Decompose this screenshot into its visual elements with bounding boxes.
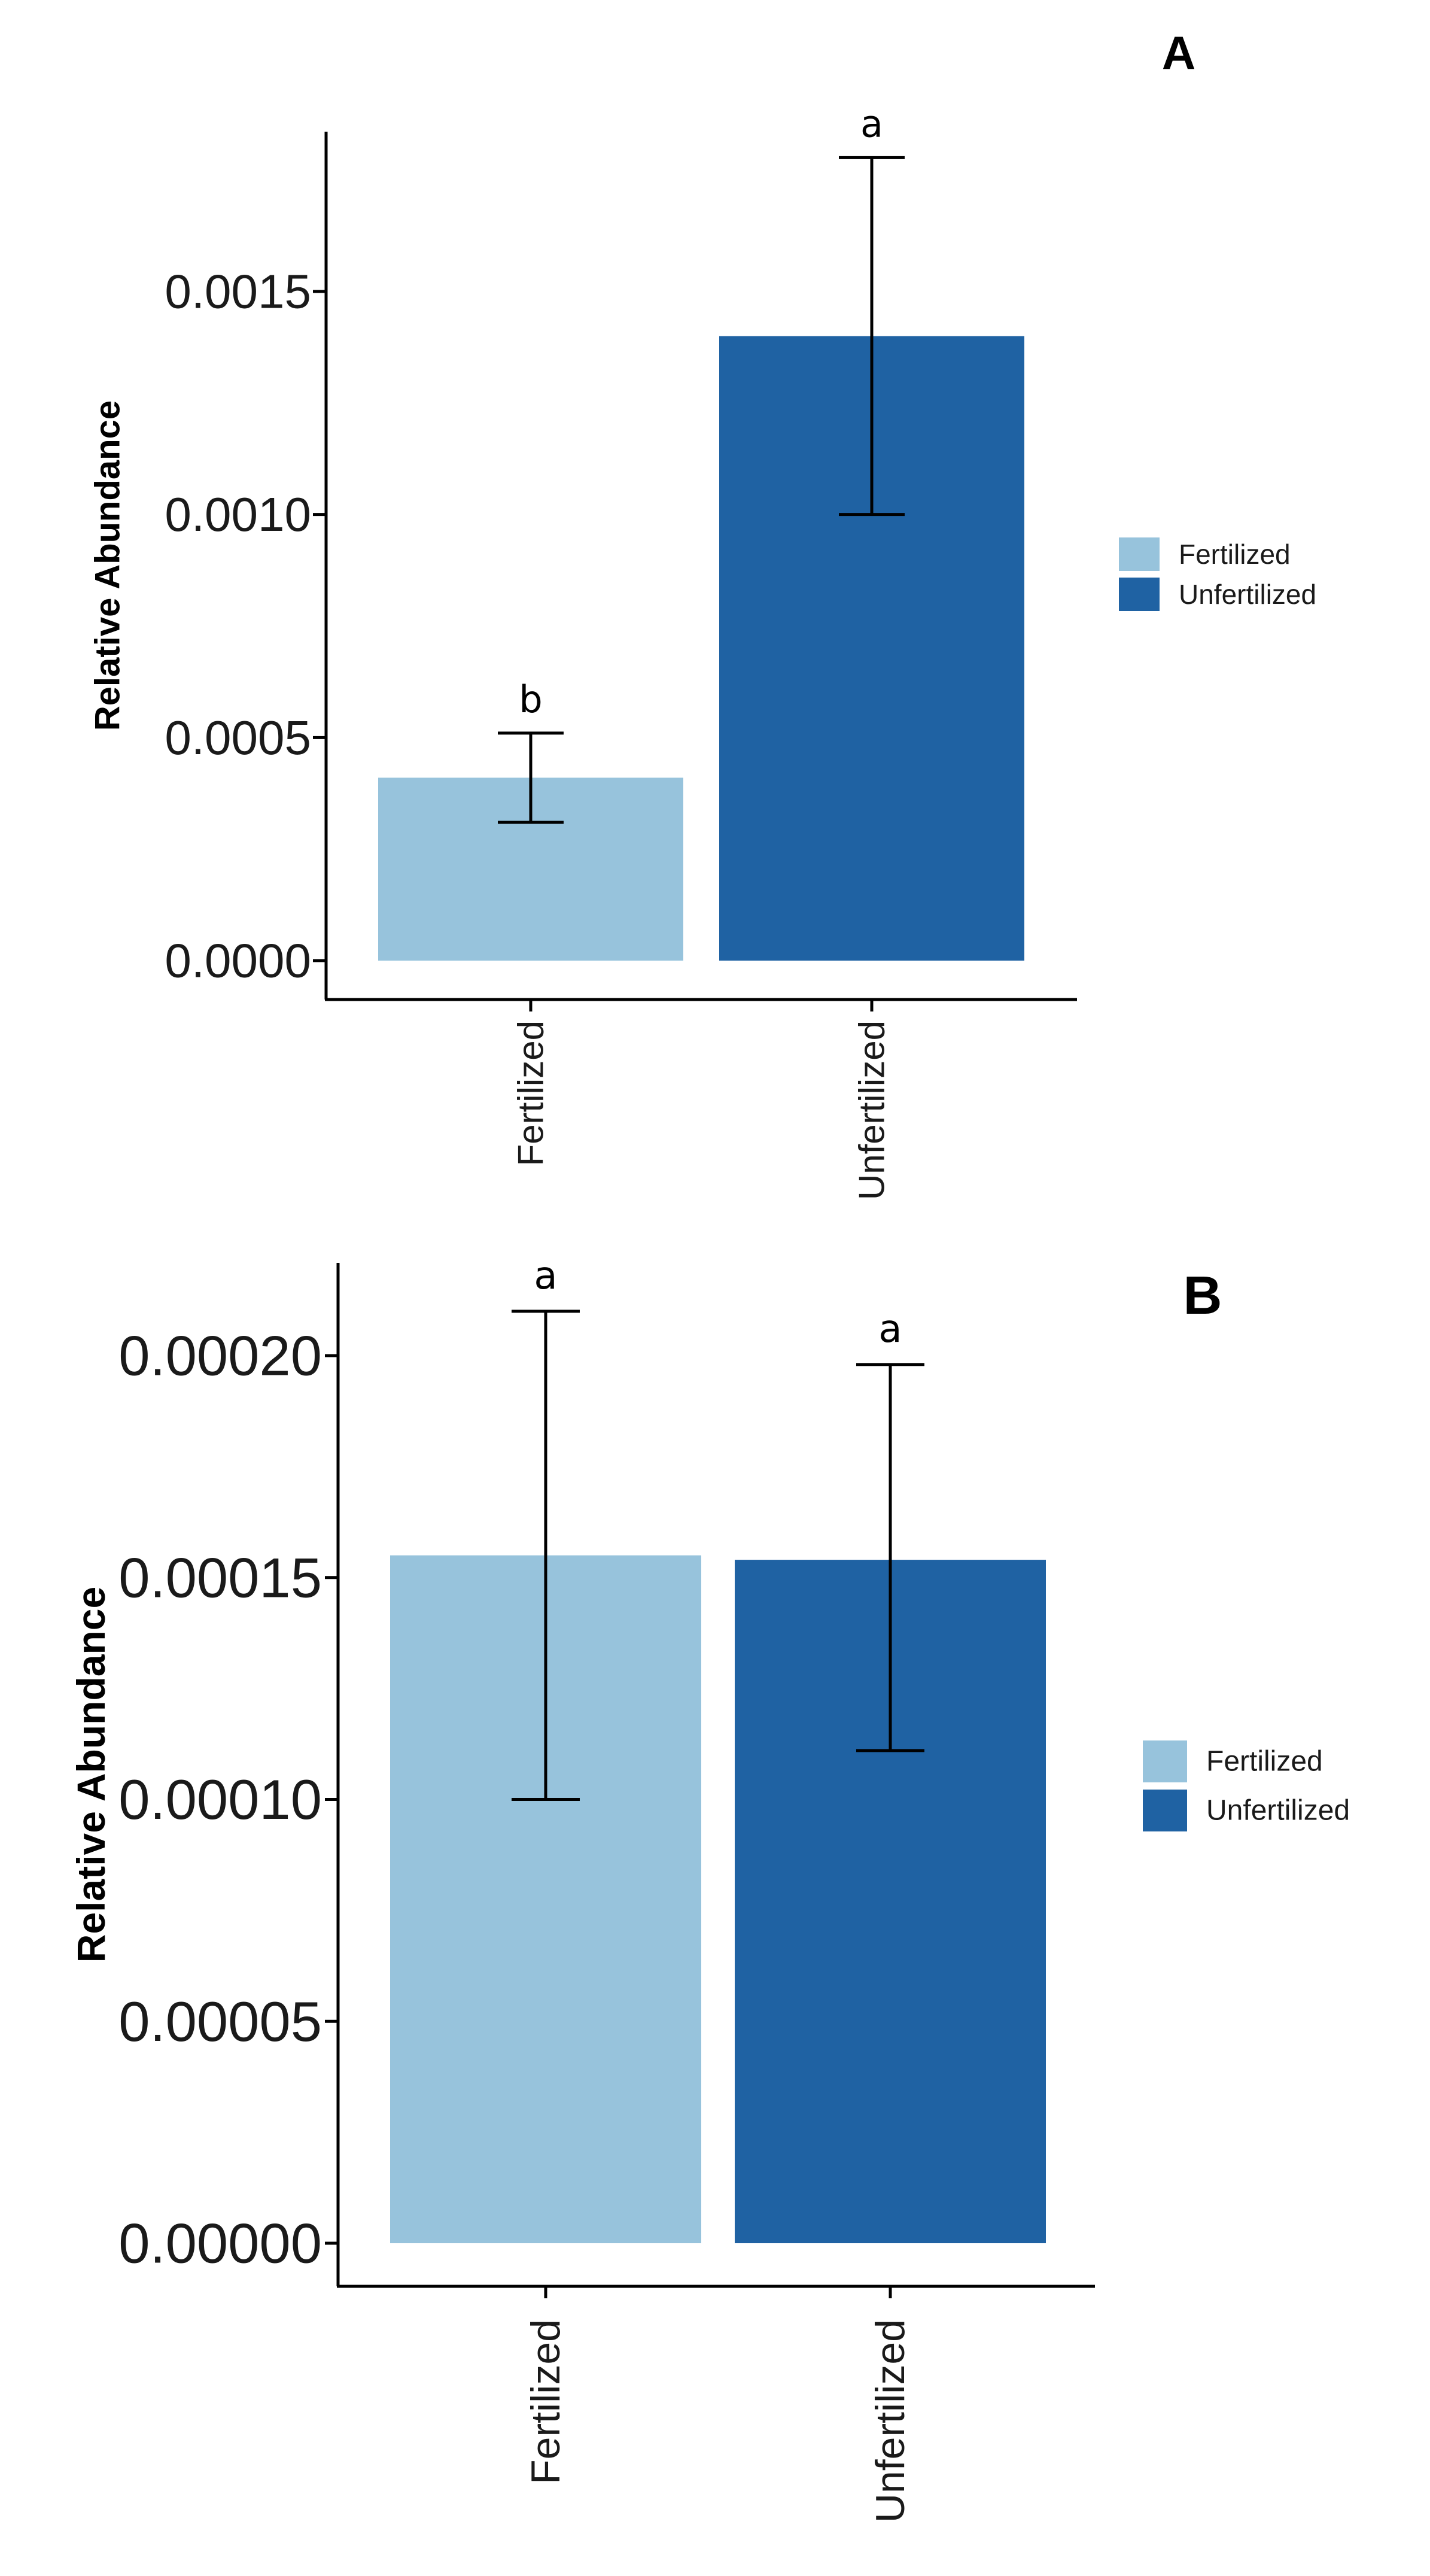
legend-label: Fertilized (1179, 539, 1291, 570)
y-tick-label: 0.00000 (118, 2212, 322, 2275)
y-axis-title: Relative Abundance (69, 1587, 113, 1963)
x-category-label: Unfertilized (868, 2319, 913, 2523)
y-axis-title: Relative Abundance (89, 400, 127, 731)
significance-letter: b (519, 678, 542, 721)
chart-panel-a: 0.0000 0.0005 0.0010 0.0015 Relative Abundan… (89, 26, 1317, 1200)
y-tick-label: 0.0010 (165, 488, 311, 541)
legend-swatch (1143, 1790, 1187, 1831)
x-category-label: Fertilized (523, 2319, 568, 2484)
y-tick-label: 0.00015 (118, 1546, 322, 1609)
y-tick-label: 0.0000 (165, 934, 311, 988)
y-tick-label: 0.0015 (165, 265, 311, 318)
y-tick-label: 0.00010 (118, 1768, 322, 1831)
panel-label-a: A (1162, 26, 1195, 79)
legend-label: Unfertilized (1206, 1795, 1350, 1827)
x-category-label: Unfertilized (852, 1020, 892, 1200)
significance-letter: a (860, 102, 883, 145)
chart-panel-b: 0.00000 0.00005 0.00010 0.00015 0.00020 Relat… (69, 1254, 1350, 2523)
significance-letter: a (878, 1307, 902, 1351)
legend-label: Unfertilized (1179, 579, 1316, 610)
legend-swatch (1143, 1740, 1187, 1782)
significance-letter: a (534, 1254, 557, 1298)
y-tick-label: 0.0005 (165, 711, 311, 764)
panel-label-b: B (1183, 1266, 1222, 1326)
x-category-label: Fertilized (511, 1020, 551, 1166)
y-tick-label: 0.00005 (118, 1990, 322, 2053)
legend-swatch (1119, 537, 1160, 571)
legend-label: Fertilized (1206, 1746, 1323, 1778)
legend-swatch (1119, 578, 1160, 611)
y-tick-label: 0.00020 (118, 1325, 322, 1387)
